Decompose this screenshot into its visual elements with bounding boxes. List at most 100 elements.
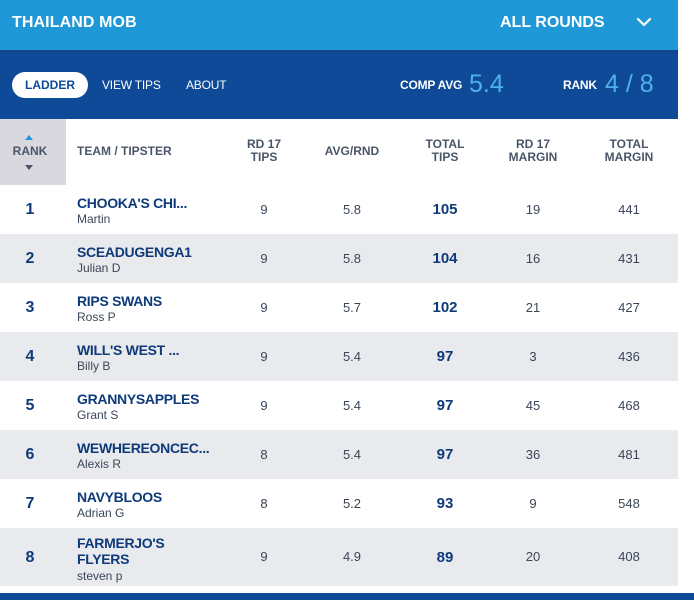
row-rd-tips: 9: [260, 398, 268, 413]
row-rd-tips: 9: [260, 300, 268, 315]
row-rank: 3: [25, 299, 35, 316]
row-rd-margin: 36: [525, 447, 541, 462]
row-rank: 5: [25, 397, 35, 414]
row-avg: 5.2: [342, 496, 362, 511]
row-team-name-line2: FLYERS: [77, 551, 130, 567]
row-tipster: Martin: [77, 212, 111, 226]
row-tipster: steven p: [77, 569, 123, 583]
row-total-tips: 102: [432, 299, 458, 316]
row-tipster: Alexis R: [77, 457, 122, 471]
row-avg: 5.8: [342, 251, 362, 266]
table-row[interactable]: 2 SCEADUGENGA1 Julian D 9 5.8 104 16 431: [0, 234, 678, 283]
sort-down-icon: [25, 165, 33, 170]
row-rd-tips: 8: [260, 496, 268, 511]
row-tipster: Ross P: [77, 310, 116, 324]
col-rd-margin[interactable]: RD 17 MARGIN: [500, 138, 566, 164]
row-team-name[interactable]: CHOOKA'S CHI...: [77, 195, 188, 211]
row-rd-margin: 3: [529, 349, 537, 364]
page-bottom-bar: [0, 593, 694, 600]
col-rank[interactable]: RANK: [12, 144, 48, 158]
col-total-margin[interactable]: TOTAL MARGIN: [596, 138, 662, 164]
col-rd-tips-line1: RD 17: [246, 137, 281, 151]
table-row[interactable]: 6 WEWHEREONCEC... Alexis R 8 5.4 97 36 4…: [0, 430, 678, 479]
col-total-tips[interactable]: TOTAL TIPS: [415, 138, 475, 164]
table-row[interactable]: 4 WILL'S WEST ... Billy B 9 5.4 97 3 436: [0, 332, 678, 381]
table-row[interactable]: 1 CHOOKA'S CHI... Martin 9 5.8 105 19 44…: [0, 185, 678, 234]
row-tipster: Grant S: [77, 408, 119, 422]
row-total-margin: 548: [618, 496, 640, 511]
rank-value: 4 / 8: [605, 70, 654, 98]
row-total-tips: 97: [436, 446, 454, 463]
row-rd-margin: 19: [525, 202, 541, 217]
table-header: RANK TEAM / TIPSTER RD 17 TIPS AVG/RND T…: [0, 119, 678, 185]
competition-header: THAILAND MOB ALL ROUNDS: [0, 0, 678, 50]
comp-avg-value: 5.4: [469, 70, 504, 98]
row-tipster: Adrian G: [77, 506, 125, 520]
row-total-tips: 97: [436, 348, 454, 365]
row-rd-margin: 9: [529, 496, 537, 511]
row-team-name[interactable]: RIPS SWANS: [77, 293, 162, 309]
row-rd-tips: 9: [260, 251, 268, 266]
col-total-tips-line2: TIPS: [431, 150, 459, 164]
col-rd-tips[interactable]: RD 17 TIPS: [234, 138, 294, 164]
row-tipster: Julian D: [77, 261, 121, 275]
row-total-margin: 431: [618, 251, 640, 266]
row-team-name[interactable]: WEWHEREONCEC...: [77, 440, 210, 456]
row-total-margin: 436: [618, 349, 640, 364]
round-select[interactable]: ALL ROUNDS: [500, 14, 605, 31]
table-row[interactable]: 3 RIPS SWANS Ross P 9 5.7 102 21 427: [0, 283, 678, 332]
row-rank: 6: [25, 446, 35, 463]
col-rd-tips-line2: TIPS: [250, 150, 278, 164]
row-rank: 2: [25, 250, 35, 267]
rank-label: RANK: [563, 78, 597, 92]
row-team-name[interactable]: FARMERJO'S FLYERS: [77, 535, 165, 567]
row-total-tips: 105: [432, 201, 458, 218]
row-rd-margin: 45: [525, 398, 541, 413]
row-avg: 4.9: [342, 549, 362, 564]
row-rd-tips: 9: [260, 349, 268, 364]
tab-view-tips[interactable]: VIEW TIPS: [102, 78, 161, 92]
row-avg: 5.8: [342, 202, 362, 217]
sort-up-icon: [25, 135, 33, 140]
row-team-name[interactable]: SCEADUGENGA1: [77, 244, 192, 260]
row-rd-margin: 20: [525, 549, 541, 564]
page-right-margin: [678, 0, 694, 600]
row-rank: 4: [25, 348, 35, 365]
table-row[interactable]: 5 GRANNYSAPPLES Grant S 9 5.4 97 45 468: [0, 381, 678, 430]
row-total-tips: 93: [436, 495, 454, 512]
header-divider: [0, 50, 678, 53]
row-rank: 1: [25, 201, 35, 218]
row-team-name[interactable]: GRANNYSAPPLES: [77, 391, 200, 407]
col-rd-margin-line1: RD 17: [515, 137, 550, 151]
row-avg: 5.7: [342, 300, 362, 315]
table-row[interactable]: 7 NAVYBLOOS Adrian G 8 5.2 93 9 548: [0, 479, 678, 528]
row-rank: 7: [25, 495, 35, 512]
row-rd-tips: 8: [260, 447, 268, 462]
tab-about[interactable]: ABOUT: [186, 78, 227, 92]
row-rd-margin: 16: [525, 251, 541, 266]
col-total-tips-line1: TOTAL: [425, 137, 465, 151]
row-rd-margin: 21: [525, 300, 541, 315]
col-rd-margin-line2: MARGIN: [508, 150, 558, 164]
table-row[interactable]: 8 FARMERJO'S FLYERS steven p 9 4.9 89 20…: [0, 528, 678, 586]
row-avg: 5.4: [342, 398, 362, 413]
row-total-tips: 97: [436, 397, 454, 414]
row-total-tips: 89: [436, 549, 454, 566]
row-team-name-line1: FARMERJO'S: [77, 535, 165, 551]
row-total-margin: 427: [618, 300, 640, 315]
row-rd-tips: 9: [260, 202, 268, 217]
row-total-margin: 481: [618, 447, 640, 462]
col-team-tipster[interactable]: TEAM / TIPSTER: [77, 144, 172, 158]
chevron-down-icon[interactable]: [634, 12, 654, 32]
row-rd-tips: 9: [260, 549, 268, 564]
row-rank: 8: [25, 549, 35, 566]
row-team-name[interactable]: WILL'S WEST ...: [77, 342, 180, 358]
row-total-margin: 468: [618, 398, 640, 413]
col-total-margin-line1: TOTAL: [609, 137, 649, 151]
comp-avg-label: COMP AVG: [400, 78, 463, 92]
rank-header-cell[interactable]: RANK: [0, 119, 66, 185]
row-team-name[interactable]: NAVYBLOOS: [77, 489, 162, 505]
tab-ladder[interactable]: LADDER: [12, 72, 88, 98]
row-total-tips: 104: [432, 250, 458, 267]
col-avg[interactable]: AVG/RND: [324, 144, 380, 158]
